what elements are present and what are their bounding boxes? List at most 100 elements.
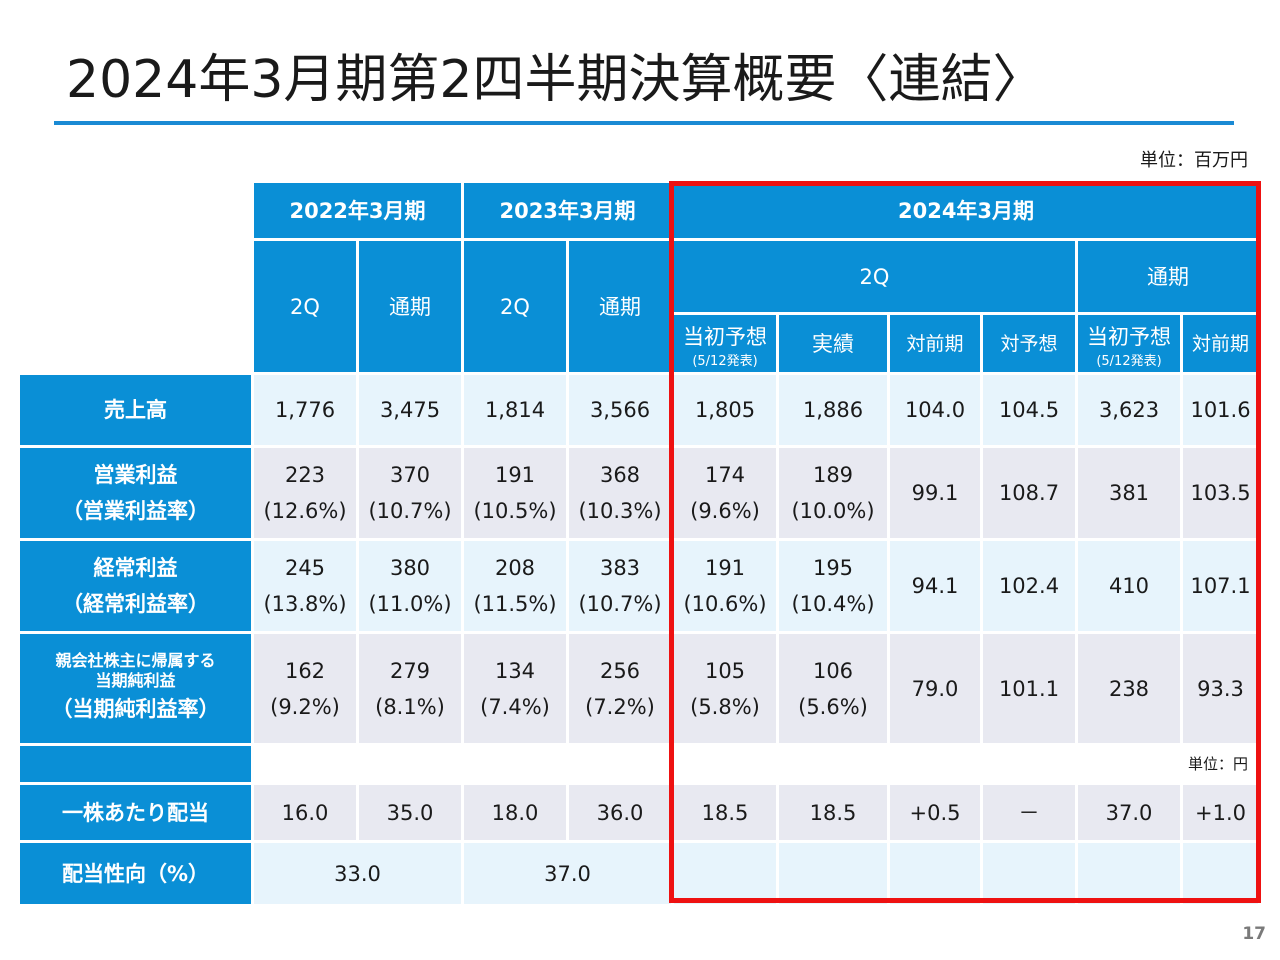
header-fy2024: 2024年3月期 — [674, 183, 1259, 241]
table-row-dividend: 一株あたり配当 16.0 35.0 18.0 36.0 18.5 18.5 +0… — [20, 785, 1259, 843]
table-cell: 189 (10.0%) — [779, 448, 890, 541]
net-margin-label: （当期純利益率） — [51, 696, 220, 721]
table-cell: 3,566 — [569, 375, 674, 448]
cell-rate: (11.0%) — [368, 592, 452, 616]
table-cell: 104.0 — [890, 375, 983, 448]
header-2023-2q: 2Q — [464, 241, 569, 375]
table-cell: 35.0 — [359, 785, 464, 843]
table-cell: 18.0 — [464, 785, 569, 843]
row-label-dividend: 一株あたり配当 — [20, 785, 254, 843]
header-fy-yoy: 対前期 — [1183, 315, 1259, 375]
table-cell: 79.0 — [890, 634, 983, 746]
table-cell: 238 — [1078, 634, 1183, 746]
table-cell: 18.5 — [674, 785, 779, 843]
table-cell: 1,776 — [254, 375, 359, 448]
cell-value: 191 — [494, 463, 536, 487]
table-cell: 223 (12.6%) — [254, 448, 359, 541]
table-cell: 279 (8.1%) — [359, 634, 464, 746]
cell-rate: (8.1%) — [375, 694, 445, 719]
row-label-payout-ratio: 配当性向（%） — [20, 843, 254, 907]
table-cell: 101.1 — [983, 634, 1078, 746]
table-cell: 174 (9.6%) — [674, 448, 779, 541]
ordinary-profit-label: 経常利益 — [93, 556, 178, 580]
table-cell: 93.3 — [1183, 634, 1259, 746]
row-label-operating-profit: 営業利益 （営業利益率） — [20, 448, 254, 541]
cell-value: 383 — [599, 556, 641, 580]
cell-value: 208 — [494, 556, 536, 580]
operating-profit-label: 営業利益 — [93, 463, 178, 487]
table-cell: 368 (10.3%) — [569, 448, 674, 541]
cell-rate: (11.5%) — [473, 592, 557, 616]
initial-forecast-date: (5/12発表) — [692, 353, 758, 369]
cell-value: 223 — [284, 463, 326, 487]
table-cell — [674, 843, 779, 907]
table-row-net-income: 親会社株主に帰属する 当期純利益 （当期純利益率） 162 (9.2%) 279 (… — [20, 634, 1259, 746]
cell-value: 105 — [704, 658, 746, 683]
table-row-operating-profit: 営業利益 （営業利益率） 223 (12.6%) 370 (10.7%) 191 (1… — [20, 448, 1259, 541]
unit-label-millions: 単位：百万円 — [1140, 150, 1248, 171]
cell-rate: (9.6%) — [690, 499, 760, 523]
cell-rate: (10.3%) — [578, 499, 662, 523]
table-cell — [1183, 843, 1259, 907]
table-cell: 37.0 — [464, 843, 674, 907]
table-cell — [1078, 843, 1183, 907]
table-cell: － — [983, 785, 1078, 843]
table-cell: 383 (10.7%) — [569, 541, 674, 634]
header-fy-initial-forecast: 当初予想 (5/12発表) — [1078, 315, 1183, 375]
cell-rate: (10.5%) — [473, 499, 557, 523]
table-cell: 191 (10.6%) — [674, 541, 779, 634]
unit-label-yen: 単位：円 — [254, 746, 1259, 785]
spacer-blue-cell — [20, 746, 254, 785]
table-cell: 245 (13.8%) — [254, 541, 359, 634]
net-income-label-line1: 親会社株主に帰属する — [55, 650, 216, 670]
row-label-sales: 売上高 — [20, 375, 254, 448]
cell-rate: (7.4%) — [480, 694, 550, 719]
table-cell: 3,623 — [1078, 375, 1183, 448]
ordinary-margin-label: （経常利益率） — [62, 592, 209, 616]
table-cell: 208 (11.5%) — [464, 541, 569, 634]
cell-rate: (5.8%) — [690, 694, 760, 719]
table-cell: 256 (7.2%) — [569, 634, 674, 746]
initial-forecast-date: (5/12発表) — [1096, 353, 1162, 369]
cell-value: 380 — [389, 556, 431, 580]
table-cell: 410 — [1078, 541, 1183, 634]
cell-value: 174 — [704, 463, 746, 487]
table-cell: 107.1 — [1183, 541, 1259, 634]
header-fy2022: 2022年3月期 — [254, 183, 464, 241]
table-cell: 33.0 — [254, 843, 464, 907]
table-cell: 37.0 — [1078, 785, 1183, 843]
cell-rate: (10.7%) — [368, 499, 452, 523]
table-cell: 1,805 — [674, 375, 779, 448]
operating-margin-label: （営業利益率） — [62, 499, 209, 523]
table-cell: 370 (10.7%) — [359, 448, 464, 541]
initial-forecast-label: 当初予想 — [683, 324, 767, 349]
table-cell: 162 (9.2%) — [254, 634, 359, 746]
header-2022-2q: 2Q — [254, 241, 359, 375]
header-2q-yoy: 対前期 — [890, 315, 983, 375]
table-cell — [890, 843, 983, 907]
page-number: 17 — [1242, 924, 1266, 944]
cell-value: 256 — [599, 658, 641, 683]
table-row-payout-ratio: 配当性向（%） 33.0 37.0 — [20, 843, 1259, 907]
cell-rate: (10.6%) — [683, 592, 767, 616]
cell-rate: (13.8%) — [263, 592, 347, 616]
header-2024-2q: 2Q — [674, 241, 1078, 315]
initial-forecast-label: 当初予想 — [1087, 324, 1171, 349]
page-title: 2024年3月期第2四半期決算概要〈連結〉 — [66, 50, 1045, 110]
corner-blank — [20, 183, 254, 375]
cell-rate: (9.2%) — [270, 694, 340, 719]
table-cell: 3,475 — [359, 375, 464, 448]
table-cell: 16.0 — [254, 785, 359, 843]
table-cell: 381 — [1078, 448, 1183, 541]
cell-value: 279 — [389, 658, 431, 683]
table-cell: 36.0 — [569, 785, 674, 843]
table-cell: 94.1 — [890, 541, 983, 634]
cell-value: 245 — [284, 556, 326, 580]
table-cell: 108.7 — [983, 448, 1078, 541]
table-cell: 102.4 — [983, 541, 1078, 634]
table-cell: 104.5 — [983, 375, 1078, 448]
cell-value: 195 — [812, 556, 854, 580]
table-cell: 134 (7.4%) — [464, 634, 569, 746]
table-cell: 101.6 — [1183, 375, 1259, 448]
table-cell: 99.1 — [890, 448, 983, 541]
